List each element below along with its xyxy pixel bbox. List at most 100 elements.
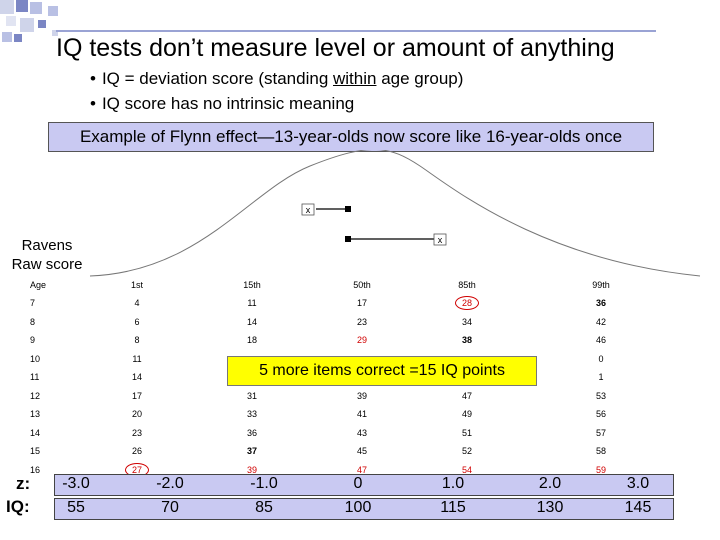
table-cell: 31 bbox=[246, 390, 257, 401]
table-cell: 37 bbox=[246, 446, 257, 457]
corner-decoration-10 bbox=[52, 30, 58, 36]
upper-x-box bbox=[301, 203, 315, 216]
iq-value: 55 bbox=[67, 499, 85, 516]
table-cell: 56 bbox=[595, 409, 606, 420]
table-cell: 18 bbox=[246, 335, 257, 346]
table-cell: 17 bbox=[356, 298, 367, 309]
z-value: 2.0 bbox=[538, 475, 562, 492]
table-cell: 12 bbox=[30, 390, 41, 401]
table-row: 15 26 37 45 52 58 bbox=[22, 442, 680, 461]
table-row: 11 14 1 bbox=[22, 368, 680, 387]
table-cell: 46 bbox=[595, 335, 606, 346]
table-cell: 57 bbox=[595, 427, 606, 438]
table-cell: 49 bbox=[461, 409, 472, 420]
ravens-norms-table: Age 1st 15th 50th 85th 99th 7 4 11 17 28… bbox=[22, 276, 680, 479]
table-cell: 9 bbox=[30, 335, 36, 346]
circled-highlight-value: 28 bbox=[454, 296, 479, 311]
normal-curve: x x bbox=[89, 150, 701, 277]
table-cell: 8 bbox=[30, 316, 36, 327]
table-cell: 6 bbox=[134, 316, 140, 327]
corner-decoration-1 bbox=[0, 0, 14, 14]
table-cell: 4 bbox=[134, 298, 140, 309]
corner-decoration-4 bbox=[6, 16, 16, 26]
table-cell: 16 bbox=[30, 464, 41, 475]
table-cell: 38 bbox=[461, 335, 472, 346]
corner-decoration-2 bbox=[16, 0, 28, 12]
ravens-raw-score-label: Ravens Raw score bbox=[4, 236, 90, 274]
lower-x-box bbox=[433, 233, 447, 246]
bullet-1-pre: IQ = deviation score (standing bbox=[101, 69, 333, 88]
table-cell: 8 bbox=[134, 335, 140, 346]
iq-score-band bbox=[54, 498, 674, 520]
ravens-label-line-1: Ravens bbox=[21, 237, 73, 254]
iq-value: 145 bbox=[624, 499, 652, 516]
bullet-deviation-score: • IQ = deviation score (standing within a… bbox=[90, 69, 463, 89]
table-cell: 33 bbox=[246, 409, 257, 420]
table-cell: 51 bbox=[461, 427, 472, 438]
upper-range-end-marker bbox=[345, 206, 351, 212]
table-cell: 0 bbox=[598, 353, 604, 364]
table-header-row: Age 1st 15th 50th 85th 99th bbox=[22, 276, 680, 294]
flynn-effect-banner: Example of Flynn effect—13-year-olds now… bbox=[48, 122, 654, 152]
table-row: 13 20 33 41 49 56 bbox=[22, 405, 680, 424]
table-cell: 47 bbox=[461, 390, 472, 401]
table-cell: 10 bbox=[30, 353, 41, 364]
corner-decoration-7 bbox=[48, 6, 58, 16]
table-cell: 58 bbox=[595, 446, 606, 457]
table-header-cell: 99th bbox=[592, 280, 610, 290]
corner-decoration-3 bbox=[30, 2, 42, 14]
corner-decoration-5 bbox=[20, 18, 34, 32]
table-cell: 14 bbox=[30, 427, 41, 438]
bullet-1-underlined: within bbox=[333, 69, 377, 88]
table-row: 9 8 18 29 38 46 bbox=[22, 331, 680, 350]
iq-value: 115 bbox=[440, 499, 466, 516]
table-cell: 45 bbox=[356, 446, 367, 457]
z-axis-label: z: bbox=[16, 474, 31, 493]
table-cell: 15 bbox=[30, 446, 41, 457]
table-cell: 59 bbox=[595, 464, 606, 475]
iq-value: 130 bbox=[536, 499, 564, 516]
bullet-1-post: age group) bbox=[376, 69, 464, 88]
corner-decoration-9 bbox=[14, 34, 22, 42]
z-value: 3.0 bbox=[626, 475, 650, 492]
iq-value: 85 bbox=[255, 499, 273, 516]
lower-range-start-marker bbox=[345, 236, 351, 242]
table-row: 14 23 36 43 51 57 bbox=[22, 424, 680, 443]
table-cell: 54 bbox=[461, 464, 472, 475]
table-cell: 34 bbox=[461, 316, 472, 327]
bullet-no-intrinsic-meaning: • IQ score has no intrinsic meaning bbox=[90, 94, 354, 114]
table-cell: 1 bbox=[598, 372, 604, 383]
table-cell: 41 bbox=[356, 409, 367, 420]
iq-axis-label: IQ: bbox=[6, 497, 30, 516]
bell-curve-line bbox=[89, 150, 701, 277]
iq-value: 70 bbox=[161, 499, 179, 516]
z-value: -2.0 bbox=[156, 475, 184, 492]
table-cell: 36 bbox=[595, 298, 606, 309]
table-cell: 7 bbox=[30, 298, 36, 309]
table-cell: 11 bbox=[132, 353, 142, 364]
table-cell: 39 bbox=[246, 464, 257, 475]
table-cell: 26 bbox=[131, 446, 142, 457]
table-row: 12 17 31 39 47 53 bbox=[22, 387, 680, 406]
title-rule bbox=[56, 30, 656, 32]
table-cell: 47 bbox=[356, 464, 367, 475]
upper-x-marker: x bbox=[306, 205, 311, 215]
bullet-glyph: • bbox=[90, 94, 96, 113]
table-cell: 52 bbox=[461, 446, 472, 457]
iq-value: 100 bbox=[344, 499, 372, 516]
table-header-cell: 1st bbox=[130, 280, 143, 290]
ravens-label-line-2: Raw score bbox=[11, 256, 83, 273]
bullet-2-text: IQ score has no intrinsic meaning bbox=[101, 94, 355, 113]
table-header-cell: Age bbox=[30, 280, 47, 290]
table-cell: 17 bbox=[131, 390, 142, 401]
lower-x-marker: x bbox=[438, 235, 443, 245]
z-value: 0 bbox=[353, 475, 363, 492]
z-score-band bbox=[54, 474, 674, 496]
table-cell: 39 bbox=[356, 390, 367, 401]
bullet-glyph: • bbox=[90, 69, 96, 88]
table-cell: 20 bbox=[131, 409, 142, 420]
table-cell: 23 bbox=[131, 427, 142, 438]
table-cell: 29 bbox=[356, 335, 367, 346]
table-header-cell: 85th bbox=[458, 280, 476, 290]
table-header-cell: 50th bbox=[353, 280, 371, 290]
